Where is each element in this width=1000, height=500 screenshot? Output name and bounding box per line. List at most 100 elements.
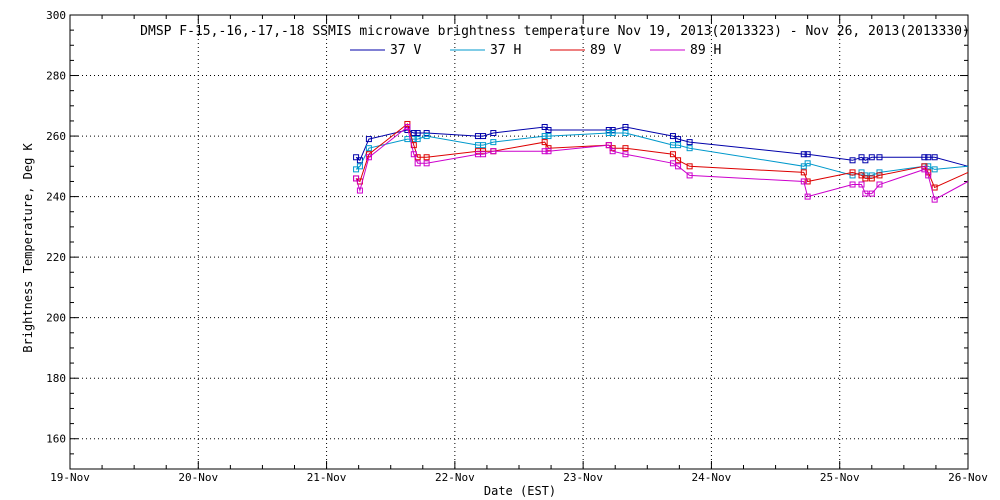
- y-axis-label: Brightness Temperature, Deg K: [21, 142, 35, 352]
- data-point-marker: [541, 139, 548, 146]
- data-point-marker: [353, 166, 360, 173]
- data-point-marker: [480, 142, 487, 149]
- data-point-marker: [669, 160, 676, 167]
- data-point-marker: [410, 136, 417, 143]
- data-point-marker: [686, 139, 693, 146]
- data-point-marker: [804, 178, 811, 185]
- data-point-marker: [876, 172, 883, 179]
- x-tick-label: 21-Nov: [307, 471, 347, 484]
- series-line: [355, 126, 969, 201]
- series-group: [353, 120, 969, 203]
- data-point-marker: [868, 190, 875, 197]
- x-tick-label: 23-Nov: [563, 471, 603, 484]
- data-point-marker: [545, 133, 552, 140]
- data-point-marker: [622, 151, 629, 158]
- data-point-marker: [423, 160, 430, 167]
- data-point-marker: [868, 154, 875, 161]
- data-point-marker: [925, 172, 932, 179]
- legend-label: 89 V: [590, 43, 621, 58]
- x-tick-label: 25-Nov: [820, 471, 860, 484]
- data-point-marker: [800, 178, 807, 185]
- data-point-marker: [675, 136, 682, 143]
- series-37-h: [353, 130, 969, 179]
- data-point-marker: [800, 169, 807, 176]
- data-point-marker: [356, 187, 363, 194]
- data-point-marker: [921, 154, 928, 161]
- x-tick-label: 19-Nov: [50, 471, 90, 484]
- y-tick-label: 220: [46, 251, 66, 264]
- data-point-marker: [800, 163, 807, 170]
- axes: 160 180 200 220 240 260 280 300 19-Nov 20-Nov 21-N…: [46, 9, 988, 484]
- data-point-marker: [876, 169, 883, 176]
- grid-lines: [70, 15, 968, 469]
- data-point-marker: [410, 130, 417, 137]
- data-point-marker: [423, 133, 430, 140]
- data-point-marker: [609, 148, 616, 155]
- series-89-h: [353, 123, 969, 203]
- data-point-marker: [862, 157, 869, 164]
- data-point-marker: [858, 181, 865, 188]
- data-point-marker: [365, 154, 372, 161]
- x-tick-label: 24-Nov: [692, 471, 732, 484]
- data-point-marker: [804, 160, 811, 167]
- data-point-marker: [545, 145, 552, 152]
- data-point-marker: [849, 169, 856, 176]
- data-point-marker: [876, 181, 883, 188]
- data-point-marker: [804, 151, 811, 158]
- x-tick-label: 22-Nov: [435, 471, 475, 484]
- data-point-marker: [876, 154, 883, 161]
- data-point-marker: [669, 133, 676, 140]
- data-point-marker: [849, 181, 856, 188]
- data-point-marker: [931, 184, 938, 191]
- data-point-marker: [356, 163, 363, 170]
- data-point-marker: [925, 163, 932, 170]
- data-point-marker: [931, 196, 938, 203]
- y-tick-label: 300: [46, 9, 66, 22]
- data-point-marker: [541, 148, 548, 155]
- data-point-marker: [804, 193, 811, 200]
- data-point-marker: [686, 145, 693, 152]
- data-point-marker: [545, 127, 552, 134]
- data-point-marker: [404, 123, 411, 130]
- data-point-marker: [490, 148, 497, 155]
- data-point-marker: [410, 151, 417, 158]
- data-point-marker: [353, 175, 360, 182]
- data-point-marker: [675, 157, 682, 164]
- data-point-marker: [545, 148, 552, 155]
- data-point-marker: [675, 163, 682, 170]
- data-point-marker: [862, 190, 869, 197]
- data-point-marker: [365, 145, 372, 152]
- data-point-marker: [541, 123, 548, 130]
- chart-title: DMSP F-15,-16,-17,-18 SSMIS microwave br…: [140, 24, 970, 39]
- data-point-marker: [858, 172, 865, 179]
- data-point-marker: [605, 142, 612, 149]
- legend-label: 37 H: [490, 43, 521, 58]
- data-point-marker: [414, 130, 421, 137]
- y-tick-label: 240: [46, 191, 66, 204]
- data-point-marker: [414, 136, 421, 143]
- y-tick-label: 260: [46, 130, 66, 143]
- data-point-marker: [931, 166, 938, 173]
- data-point-marker: [622, 145, 629, 152]
- y-tick-label: 180: [46, 372, 66, 385]
- data-point-marker: [490, 139, 497, 146]
- data-point-marker: [480, 151, 487, 158]
- data-point-marker: [490, 130, 497, 137]
- data-point-marker: [541, 133, 548, 140]
- data-point-marker: [862, 175, 869, 182]
- x-tick-label: 26-Nov: [948, 471, 988, 484]
- legend-label: 37 V: [390, 43, 421, 58]
- data-point-marker: [925, 154, 932, 161]
- y-tick-label: 280: [46, 70, 66, 83]
- data-point-marker: [609, 130, 616, 137]
- y-tick-label: 200: [46, 312, 66, 325]
- data-point-marker: [669, 151, 676, 158]
- data-point-marker: [480, 133, 487, 140]
- data-point-marker: [622, 130, 629, 137]
- data-point-marker: [868, 175, 875, 182]
- data-point-marker: [800, 151, 807, 158]
- data-point-marker: [921, 166, 928, 173]
- y-tick-label: 160: [46, 433, 66, 446]
